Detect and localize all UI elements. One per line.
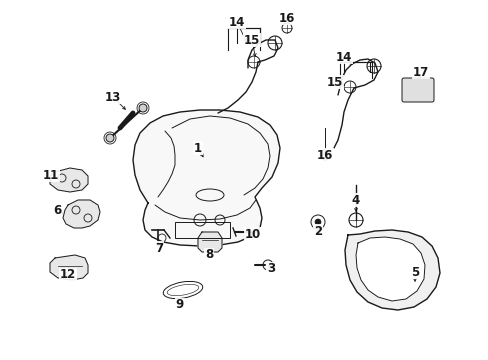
Text: 7: 7 <box>155 242 163 255</box>
Text: 14: 14 <box>228 15 244 28</box>
Text: 11: 11 <box>43 168 59 181</box>
Polygon shape <box>133 110 280 246</box>
Text: 14: 14 <box>335 50 351 63</box>
Polygon shape <box>50 168 88 192</box>
Text: 1: 1 <box>194 141 202 154</box>
Polygon shape <box>345 230 439 310</box>
Circle shape <box>106 134 114 142</box>
Polygon shape <box>63 200 100 228</box>
Text: 17: 17 <box>412 66 428 78</box>
Text: 13: 13 <box>104 90 121 104</box>
Text: 5: 5 <box>410 266 418 279</box>
Polygon shape <box>50 255 88 280</box>
Text: 12: 12 <box>60 269 76 282</box>
Polygon shape <box>198 232 222 252</box>
Polygon shape <box>355 237 424 301</box>
Text: 15: 15 <box>244 33 260 46</box>
Text: 3: 3 <box>266 262 274 275</box>
Text: 10: 10 <box>244 228 261 240</box>
Text: 2: 2 <box>313 225 322 238</box>
FancyBboxPatch shape <box>401 78 433 102</box>
Text: 16: 16 <box>316 149 332 162</box>
Text: 16: 16 <box>278 12 295 24</box>
Text: 8: 8 <box>204 248 213 261</box>
Text: 6: 6 <box>53 203 61 216</box>
Circle shape <box>139 104 147 112</box>
Text: 15: 15 <box>326 76 343 89</box>
Text: 9: 9 <box>176 298 184 311</box>
Circle shape <box>314 219 320 225</box>
Text: 4: 4 <box>351 194 359 207</box>
